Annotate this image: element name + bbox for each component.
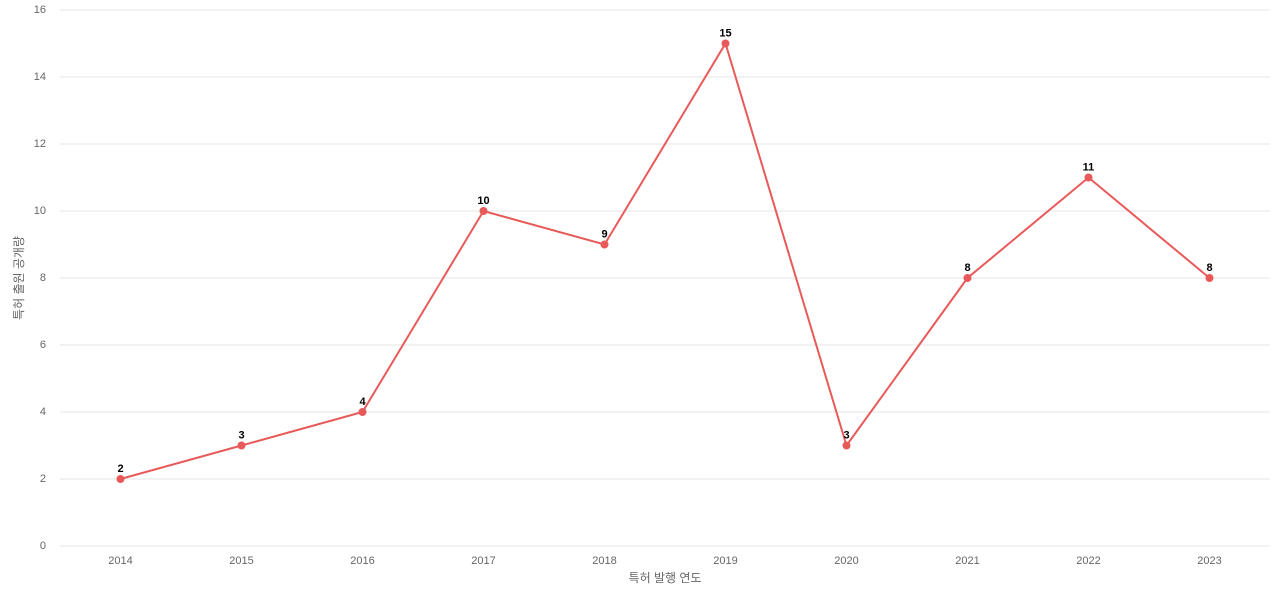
y-tick-label: 8 <box>40 272 46 284</box>
data-label: 3 <box>238 429 244 441</box>
point <box>963 274 972 282</box>
x-tick-label: 2023 <box>1197 555 1221 567</box>
data-label: 9 <box>601 228 607 240</box>
data-label: 3 <box>843 429 849 441</box>
x-tick-label: 2015 <box>229 555 253 567</box>
point <box>479 207 488 215</box>
point <box>842 441 851 450</box>
data-label: 8 <box>964 262 970 274</box>
x-axis-label: 특허 발행 연도 <box>629 570 702 585</box>
x-tick-label: 2020 <box>834 555 858 567</box>
point <box>721 39 730 48</box>
x-tick-label: 2021 <box>955 555 979 567</box>
x-tick-label: 2019 <box>713 555 737 567</box>
data-label: 10 <box>477 195 489 207</box>
data-label: 4 <box>359 396 366 408</box>
data-label: 8 <box>1206 262 1212 274</box>
data-label: 15 <box>719 27 731 39</box>
data-label: 11 <box>1083 161 1095 173</box>
y-tick-label: 16 <box>34 4 46 16</box>
y-tick-label: 0 <box>40 540 46 552</box>
point <box>1205 274 1214 282</box>
point <box>1084 173 1093 182</box>
y-tick-label: 4 <box>40 406 46 418</box>
point <box>116 475 125 483</box>
x-tick-label: 2017 <box>471 555 495 567</box>
y-tick-label: 12 <box>34 138 46 150</box>
y-tick-label: 6 <box>40 339 46 351</box>
line <box>120 41 1211 480</box>
x-tick-label: 2014 <box>108 555 132 567</box>
y-tick-label: 2 <box>40 473 46 485</box>
y-tick-label: 10 <box>34 205 46 217</box>
y-axis-label: 특허 출원 공개량 <box>12 236 26 320</box>
x-tick-label: 2016 <box>350 555 374 567</box>
point <box>358 408 367 416</box>
point <box>237 441 246 450</box>
y-tick-label: 14 <box>34 71 46 83</box>
data-label: 2 <box>117 463 123 475</box>
x-tick-label: 2018 <box>592 555 616 567</box>
point <box>600 240 609 249</box>
x-tick-label: 2022 <box>1076 555 1100 567</box>
